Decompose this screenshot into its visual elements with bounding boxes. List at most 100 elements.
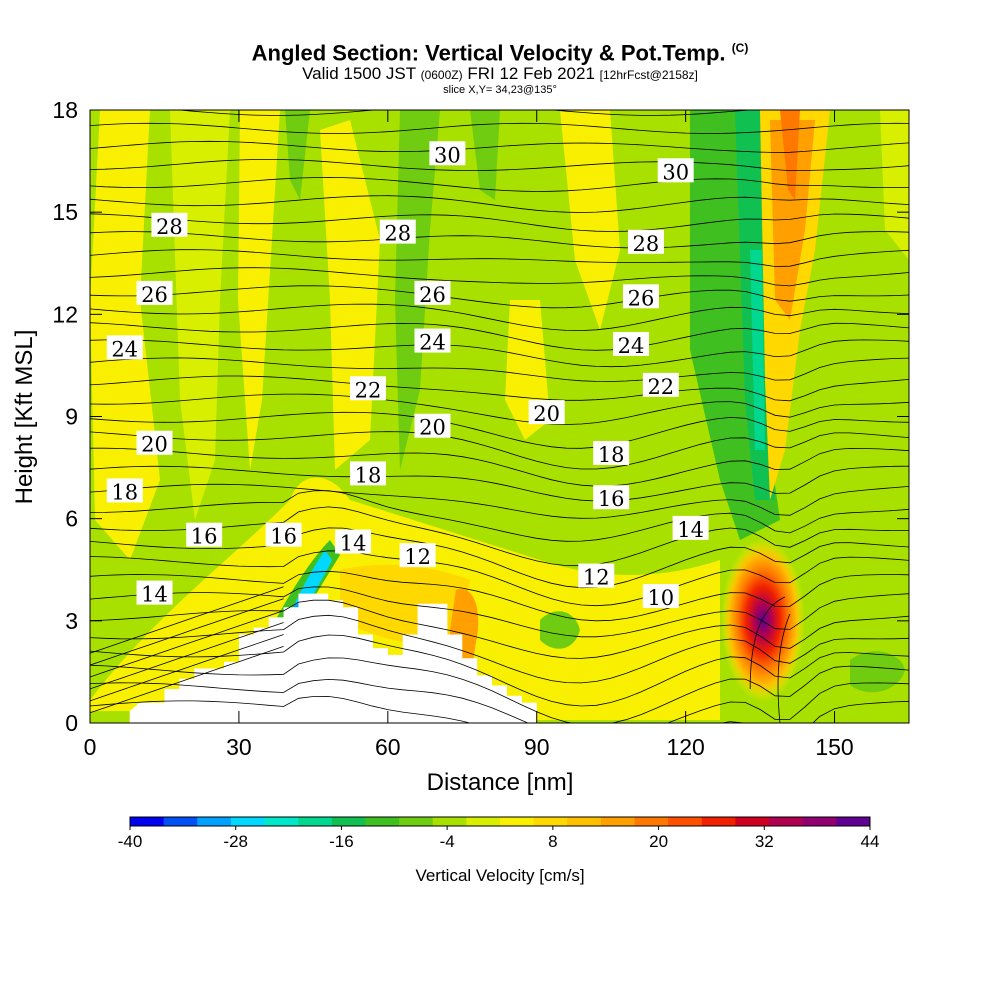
contour-label-text: 20 <box>419 416 446 440</box>
contour-label-bg <box>593 440 630 465</box>
isentrope <box>90 322 909 351</box>
axes: 0 30 60 90 120 150 0 3 6 9 12 15 18 <box>52 97 909 760</box>
isentrope <box>90 339 909 368</box>
colorbar-swatch <box>230 817 266 826</box>
colorbar-label: Vertical Velocity [cm/s] <box>415 866 584 885</box>
x-tick-label: 150 <box>815 734 853 760</box>
contour-label-bg <box>349 376 386 401</box>
x-tick-label: 90 <box>524 734 550 760</box>
contour-label-bg <box>672 515 709 540</box>
isentrope <box>90 213 909 232</box>
contour-label-text: 18 <box>111 480 138 504</box>
isentrope <box>174 110 754 116</box>
colorbar-tick-label: 44 <box>861 832 880 851</box>
contour-label: 28 <box>151 212 188 239</box>
isentrope <box>90 431 909 470</box>
isentrope <box>90 465 909 502</box>
colorbar-swatch <box>735 817 770 826</box>
contour-label: 18 <box>349 461 386 487</box>
contour-label-bg <box>151 212 188 237</box>
isentrope <box>749 596 786 689</box>
isentrope <box>90 483 909 519</box>
isentrope <box>90 122 909 134</box>
colorbar-swatch <box>466 817 501 826</box>
contour-label-text: 26 <box>419 283 446 307</box>
contour-label-bg <box>136 430 173 455</box>
contour-label: 14 <box>672 515 709 542</box>
contour-label-text: 16 <box>270 525 297 549</box>
x-axis-label: Distance [nm] <box>427 769 574 796</box>
terrain-profile <box>90 593 537 723</box>
y-tick-label: 3 <box>65 608 78 634</box>
colorbar-swatch <box>130 817 165 826</box>
x-tick-label: 120 <box>666 734 704 760</box>
isentrope <box>90 599 909 659</box>
contour-label-text: 28 <box>633 232 660 256</box>
isentrope <box>90 527 909 589</box>
contour-label-bg <box>136 580 173 605</box>
isentrope <box>90 375 909 402</box>
updraft-region <box>880 110 909 260</box>
isentrope <box>90 285 909 309</box>
contour-label-text: 16 <box>598 487 625 511</box>
contour-label-text: 26 <box>141 283 168 307</box>
contour-label: 10 <box>642 583 679 610</box>
contour-label-bg <box>349 461 386 486</box>
contour-label: 28 <box>627 229 664 256</box>
updraft-region <box>170 110 230 520</box>
contour-label: 22 <box>642 372 679 399</box>
colorbar-frame <box>129 816 871 827</box>
x-tick-label: 0 <box>84 734 97 760</box>
contour-label-bg <box>106 335 143 360</box>
colorbar-swatch <box>600 817 636 826</box>
isentrope <box>90 678 909 723</box>
contour-label-text: 14 <box>340 532 367 556</box>
updraft-region <box>238 110 280 470</box>
y-tick-label: 18 <box>52 97 78 123</box>
isentrope <box>90 140 909 153</box>
colorbar-tick-label: -16 <box>329 832 354 851</box>
contour-label-text: 30 <box>434 143 461 167</box>
colorbar-swatch <box>365 817 400 826</box>
contour-label: 16 <box>186 522 223 549</box>
contour-label-text: 26 <box>628 286 655 310</box>
isentrope <box>90 586 284 654</box>
isentrope <box>90 506 909 567</box>
contour-label-bg <box>657 158 694 183</box>
contour-label-bg <box>593 485 630 510</box>
colorbar-swatch <box>567 817 602 826</box>
isentrope <box>90 447 909 487</box>
colorbar-swatch <box>701 817 736 826</box>
y-tick-label: 0 <box>65 710 78 736</box>
colorbar-swatch <box>533 817 568 826</box>
colorbar-tick-label: 20 <box>649 832 668 851</box>
chart-title-block: Angled Section: Vertical Velocity & Pot.… <box>0 36 1000 97</box>
contour-label-text: 24 <box>618 334 645 358</box>
contour-label-text: 22 <box>647 375 674 399</box>
contour-label: 24 <box>106 335 143 361</box>
colorbar: -40 -28 -16 -4 8 20 32 44 <box>118 816 880 851</box>
contour-label-text: 16 <box>191 525 218 549</box>
contour-label-bg <box>136 280 173 305</box>
isentrope <box>90 598 284 666</box>
contour-label-text: 14 <box>677 518 704 542</box>
isentrope <box>90 303 909 332</box>
contour-label-text: 28 <box>384 222 411 246</box>
colorbar-swatch <box>769 817 804 826</box>
contour-label-bg <box>335 529 372 554</box>
isentrope <box>90 393 909 425</box>
contour-label-text: 14 <box>141 583 168 607</box>
colorbar-swatch <box>432 817 467 826</box>
x-tick-label: 30 <box>226 734 252 760</box>
colorbar-tick-label: -28 <box>223 832 248 851</box>
contour-label: 20 <box>414 413 451 440</box>
contour-label-bg <box>578 563 615 588</box>
colorbar-swatch <box>668 817 703 826</box>
contour-label: 14 <box>136 580 173 607</box>
contour-label-bg <box>622 284 659 309</box>
colorbar-swatch <box>802 817 837 826</box>
contour-label: 26 <box>622 284 659 310</box>
isentrope <box>90 357 909 382</box>
